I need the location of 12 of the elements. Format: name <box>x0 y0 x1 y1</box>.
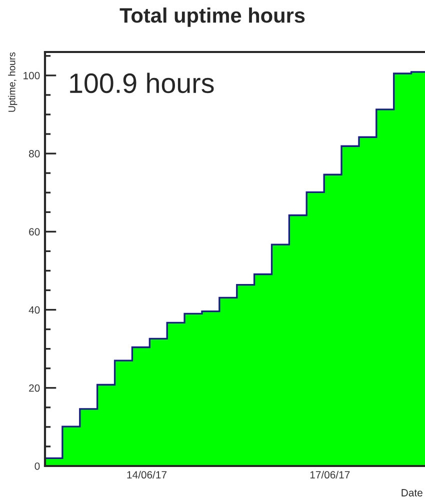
x-tick-label: 14/06/17 <box>127 470 166 479</box>
y-tick-label: 40 <box>28 306 40 314</box>
y-axis-title: Uptime, hours <box>8 52 18 112</box>
chart-title: Total uptime hours <box>120 8 305 27</box>
y-tick-label: 100 <box>24 72 40 80</box>
y-tick-label: 80 <box>29 150 40 158</box>
annotation: 100.9 hours <box>70 72 214 94</box>
x-tick-label: 17/06/17 <box>310 470 350 479</box>
y-tick-label: 0 <box>34 462 40 470</box>
y-tick-label: 20 <box>29 384 40 392</box>
x-axis-title: Date <box>402 489 422 496</box>
y-tick-label: 60 <box>29 228 40 236</box>
